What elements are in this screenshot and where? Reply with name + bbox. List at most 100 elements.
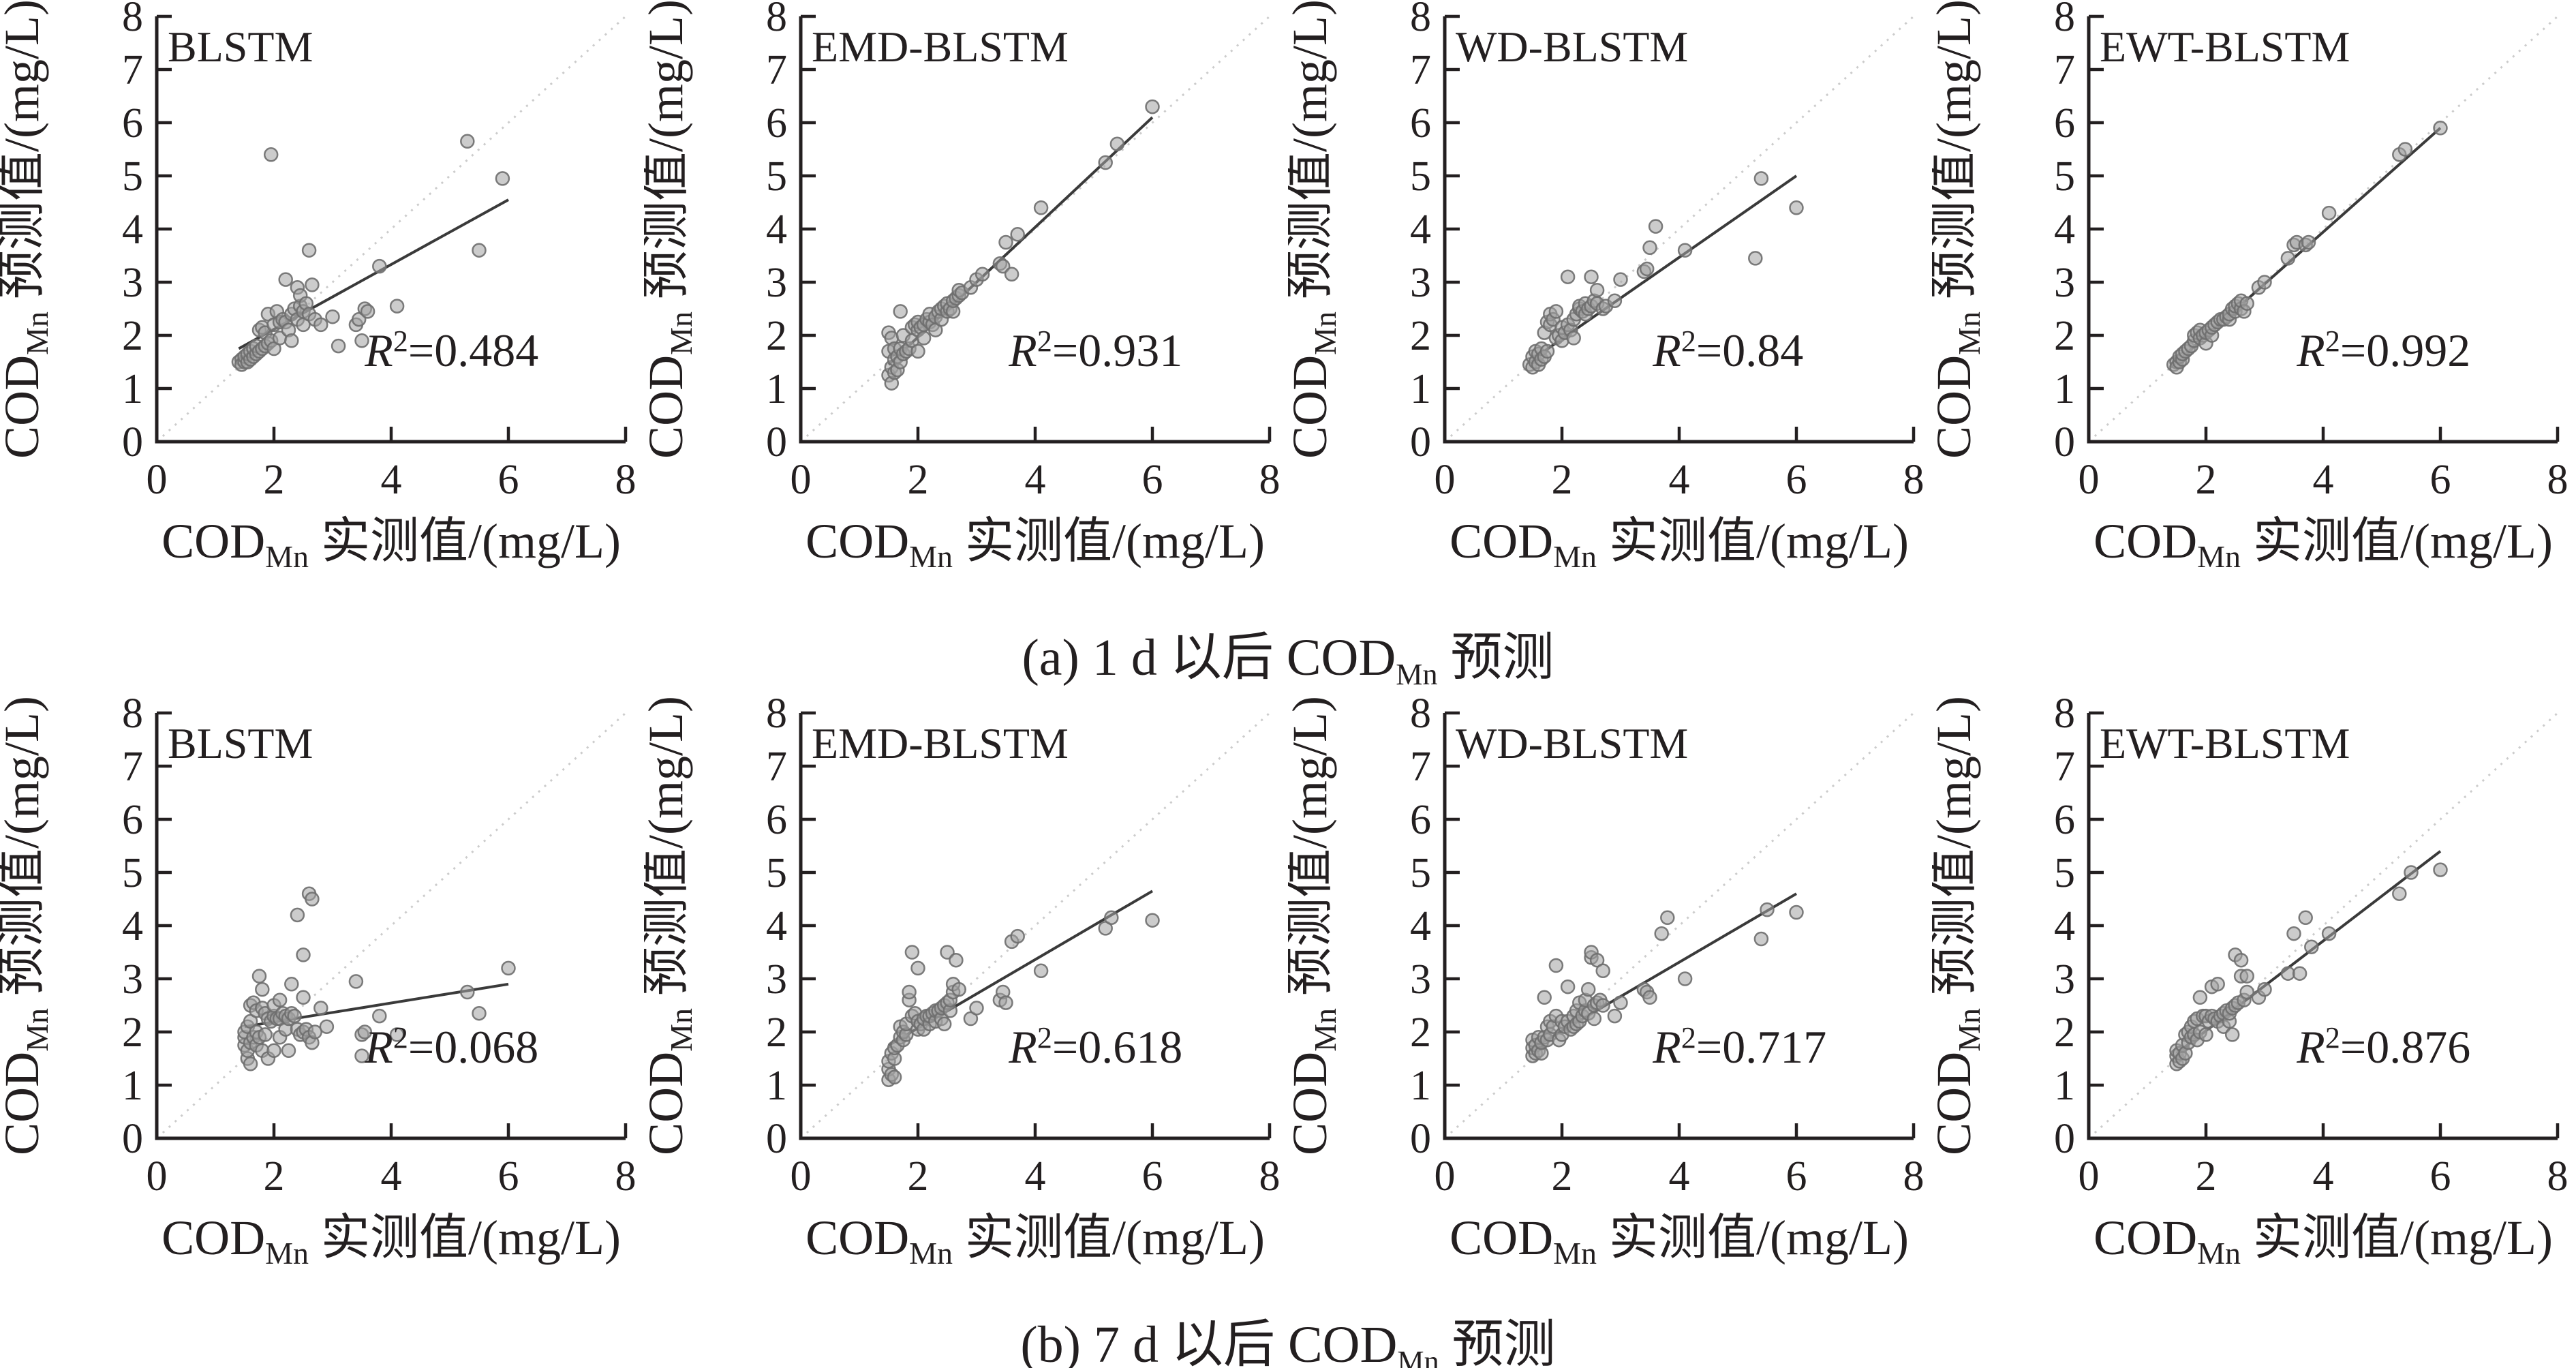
data-point	[2198, 1027, 2213, 1042]
data-point	[2392, 886, 2407, 901]
y-tick-label: 1	[122, 1063, 143, 1109]
data-point	[1098, 155, 1113, 170]
data-point	[372, 1008, 387, 1024]
reference-diagonal-line	[155, 712, 627, 1140]
y-axis-title: CODMn 预测值/(mg/L)	[1288, 0, 1343, 459]
data-point	[1560, 269, 1576, 284]
data-point	[1010, 227, 1025, 242]
data-point	[389, 299, 405, 314]
y-tick-label: 1	[766, 366, 787, 412]
y-tick-label: 7	[2054, 744, 2075, 790]
x-tick-label: 0	[1435, 1153, 1456, 1200]
data-point	[1677, 243, 1693, 258]
y-tick-label: 8	[2054, 0, 2075, 40]
reference-diagonal-line	[799, 712, 1271, 1140]
chart-emd-blstm-1d: 0 1 2 3 4 5 6 7 8 0 2 4 6 8 EMD-BLSTM R2=0.931 CODMn 预测值…	[644, 0, 1288, 600]
x-tick-label: 6	[2430, 457, 2451, 503]
model-title: BLSTM	[168, 719, 313, 767]
x-tick-label: 0	[2079, 1153, 2100, 1200]
data-point	[2433, 121, 2448, 136]
x-tick-label: 4	[381, 1153, 402, 1200]
x-tick-label: 4	[1669, 457, 1690, 503]
model-title: WD-BLSTM	[1456, 22, 1688, 71]
data-point	[301, 243, 317, 258]
y-tick-label: 3	[122, 956, 143, 1003]
r-squared-annotation: R2=0.992	[2296, 324, 2470, 376]
model-title: BLSTM	[168, 22, 313, 71]
y-tick-label: 8	[1410, 697, 1431, 737]
data-point	[284, 977, 299, 992]
data-point	[325, 309, 340, 324]
y-tick-label: 4	[766, 903, 787, 949]
chart-wd-blstm-7d: 0 1 2 3 4 5 6 7 8 0 2 4 6 8 WD-BLSTM R2=0.717 CODMn 预测值/…	[1288, 697, 1932, 1296]
data-point	[1789, 905, 1804, 920]
y-tick-label: 6	[1410, 797, 1431, 843]
y-tick-label: 6	[122, 100, 143, 147]
r-squared-annotation: R2=0.84	[1652, 324, 1803, 376]
caption-a-suffix: 预测	[1437, 629, 1554, 686]
data-point	[1548, 958, 1564, 973]
data-point	[290, 907, 305, 923]
chart-emd-blstm-7d: 0 1 2 3 4 5 6 7 8 0 2 4 6 8 EMD-BLSTM R2=0.618 CODMn 预测值…	[644, 697, 1288, 1296]
caption-a: (a) 1 d 以后 CODMn 预测	[0, 600, 2576, 697]
y-tick-label: 5	[1410, 850, 1431, 896]
caption-b-subscript: Mn	[1397, 1345, 1439, 1368]
data-point	[1648, 219, 1663, 234]
row-b-charts: 0 1 2 3 4 5 6 7 8 0 2 4 6 8 BLSTM R2=0.068 CODMn 预测值/(mg…	[0, 697, 2576, 1296]
data-point	[2292, 966, 2307, 981]
x-tick-label: 4	[2313, 1153, 2334, 1200]
data-point	[1607, 293, 1623, 309]
y-axis-title: CODMn 预测值/(mg/L)	[0, 697, 55, 1155]
data-point	[916, 331, 932, 346]
data-point	[263, 147, 279, 162]
data-point	[1560, 979, 1576, 994]
data-point	[1677, 971, 1693, 986]
data-point	[2210, 977, 2225, 992]
x-tick-label: 4	[1025, 457, 1046, 503]
data-point	[296, 947, 311, 962]
x-tick-label: 4	[1025, 1153, 1046, 1200]
y-tick-label: 8	[766, 0, 787, 40]
data-point	[357, 1024, 373, 1039]
data-point	[472, 1005, 487, 1021]
data-point	[1580, 982, 1596, 997]
y-axis-title: CODMn 预测值/(mg/L)	[1932, 0, 1987, 459]
data-point	[2280, 251, 2296, 266]
data-point	[319, 1019, 335, 1034]
data-point	[998, 234, 1013, 250]
y-tick-label: 2	[2054, 313, 2075, 359]
data-points	[231, 134, 510, 372]
model-title: EWT-BLSTM	[2100, 22, 2350, 71]
data-point	[1753, 931, 1769, 947]
y-tick-label: 4	[2054, 207, 2075, 253]
y-tick-label: 3	[2054, 956, 2075, 1003]
data-point	[2321, 926, 2337, 941]
data-point	[307, 1024, 322, 1039]
y-tick-label: 5	[122, 153, 143, 200]
x-tick-label: 6	[1786, 457, 1807, 503]
data-point	[1660, 910, 1675, 926]
y-axis-title: CODMn 预测值/(mg/L)	[0, 0, 55, 459]
data-point	[1613, 995, 1628, 1010]
data-point	[1789, 200, 1804, 215]
data-point	[1539, 344, 1555, 359]
data-point	[1584, 269, 1599, 284]
data-point	[1589, 282, 1605, 298]
model-title: EWT-BLSTM	[2100, 719, 2350, 767]
x-tick-label: 4	[381, 457, 402, 503]
y-tick-label: 2	[122, 1009, 143, 1056]
data-point	[251, 969, 267, 984]
data-point	[331, 338, 346, 354]
y-tick-label: 2	[766, 313, 787, 359]
data-point	[1748, 251, 1763, 266]
data-point	[2224, 1027, 2240, 1042]
x-tick-label: 8	[615, 1153, 637, 1200]
